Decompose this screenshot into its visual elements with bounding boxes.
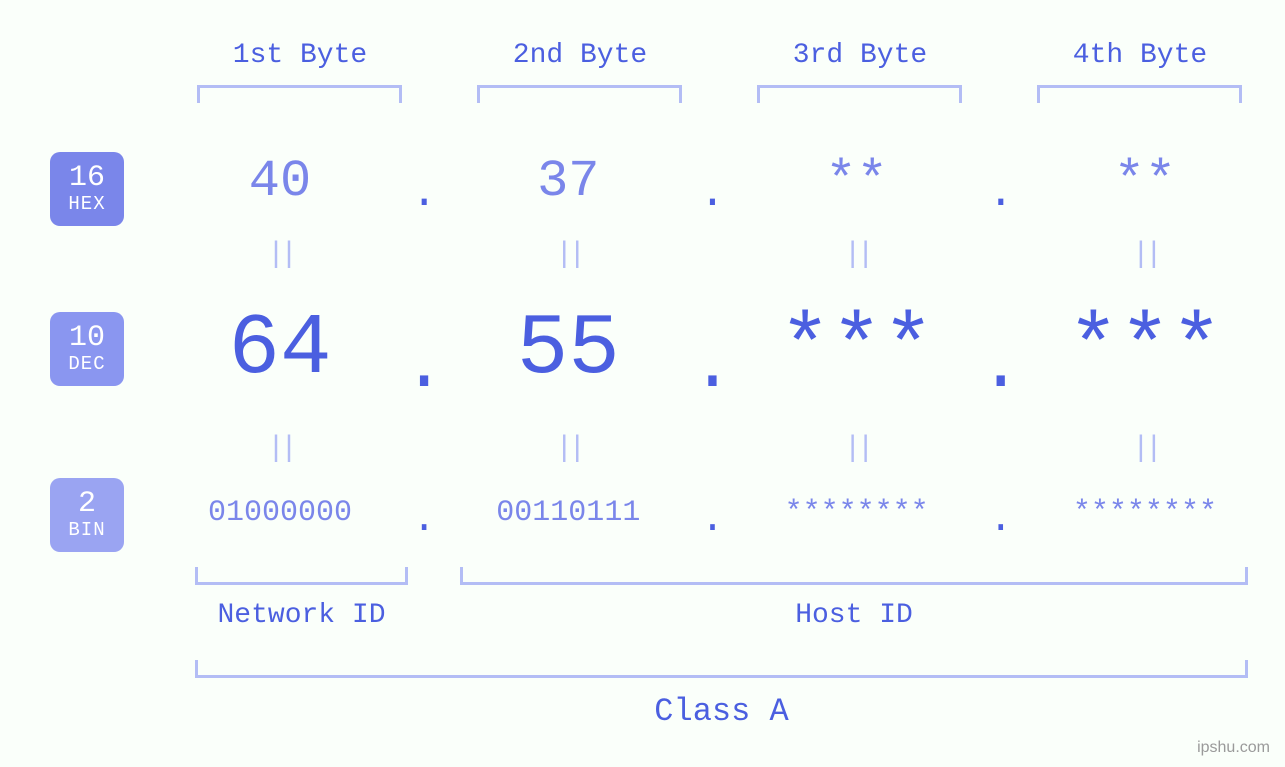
hex-byte-2: 37: [448, 152, 688, 211]
byte-header-4: 4th Byte: [1020, 40, 1260, 71]
dec-byte-3: ***: [737, 300, 977, 398]
ip-diagram: 1st Byte 2nd Byte 3rd Byte 4th Byte 16 H…: [0, 0, 1285, 767]
dec-row: 64 . 55 . *** . ***: [160, 300, 1265, 398]
bin-badge: 2 BIN: [50, 478, 124, 552]
dot: .: [697, 498, 727, 543]
bin-byte-1: 01000000: [160, 496, 400, 530]
dot: .: [979, 326, 1022, 408]
class-label: Class A: [195, 693, 1248, 730]
dot: .: [986, 498, 1016, 543]
host-id-bracket: [460, 567, 1248, 585]
byte-header-2: 2nd Byte: [460, 40, 700, 71]
dec-byte-1: 64: [160, 300, 400, 398]
top-bracket-4: [1037, 85, 1242, 103]
hex-badge-num: 16: [69, 163, 105, 195]
bin-badge-txt: BIN: [68, 521, 105, 541]
dec-badge: 10 DEC: [50, 312, 124, 386]
dot: .: [409, 498, 439, 543]
byte-header-1: 1st Byte: [180, 40, 420, 71]
top-bracket-1: [197, 85, 402, 103]
dot: .: [691, 326, 734, 408]
dot: .: [697, 169, 727, 219]
network-id-label: Network ID: [195, 600, 408, 631]
dot: .: [986, 169, 1016, 219]
bin-row: 01000000 . 00110111 . ******** . *******…: [160, 490, 1265, 535]
watermark: ipshu.com: [1197, 739, 1270, 757]
bin-byte-2: 00110111: [448, 496, 688, 530]
top-bracket-3: [757, 85, 962, 103]
hex-byte-4: **: [1025, 152, 1265, 211]
host-id-label: Host ID: [460, 600, 1248, 631]
dec-byte-2: 55: [448, 300, 688, 398]
bin-badge-num: 2: [78, 489, 96, 521]
hex-byte-1: 40: [160, 152, 400, 211]
byte-header-3: 3rd Byte: [740, 40, 980, 71]
hex-badge-txt: HEX: [68, 195, 105, 215]
hex-byte-3: **: [737, 152, 977, 211]
dec-byte-4: ***: [1025, 300, 1265, 398]
hex-row: 40 . 37 . ** . **: [160, 152, 1265, 211]
equals-row-2: || || || ||: [160, 432, 1265, 466]
top-bracket-2: [477, 85, 682, 103]
bin-byte-4: ********: [1025, 496, 1265, 530]
dec-badge-txt: DEC: [68, 355, 105, 375]
dot: .: [403, 326, 446, 408]
equals-row-1: || || || ||: [160, 238, 1265, 272]
bin-byte-3: ********: [737, 496, 977, 530]
dot: .: [409, 169, 439, 219]
class-bracket: [195, 660, 1248, 678]
network-id-bracket: [195, 567, 408, 585]
hex-badge: 16 HEX: [50, 152, 124, 226]
dec-badge-num: 10: [69, 323, 105, 355]
